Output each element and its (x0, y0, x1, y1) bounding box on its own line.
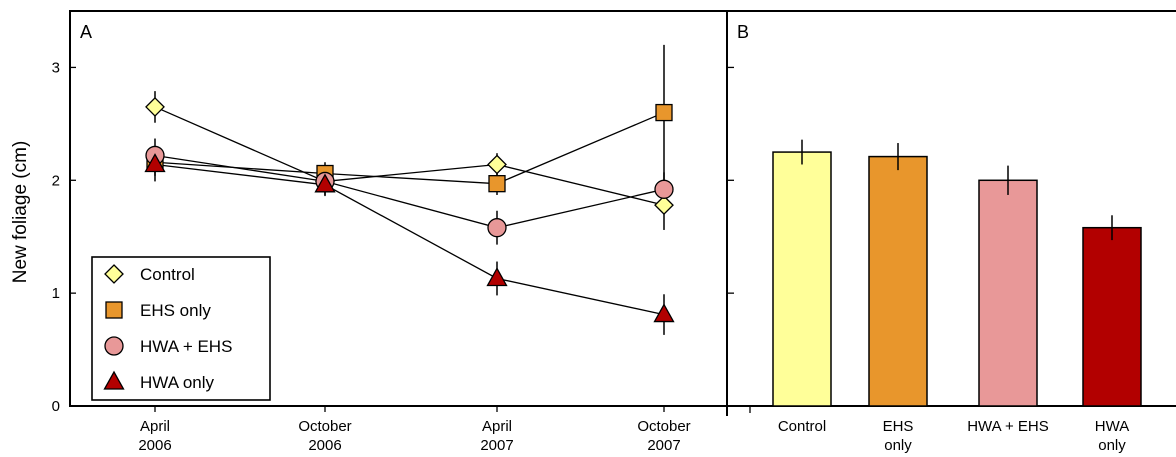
data-point (486, 267, 508, 287)
legend-marker (103, 370, 125, 390)
data-point (487, 218, 507, 238)
panel-a-letter: A (80, 22, 92, 42)
x-tick-label: HWA + EHS (967, 418, 1049, 435)
series-line (154, 163, 665, 316)
bar (978, 179, 1038, 407)
legend-label: Control (140, 265, 195, 284)
x-tick-label: HWA only (1095, 418, 1129, 454)
x-tick-label: October 2007 (637, 418, 690, 454)
panel-b-axes: Control EHS only HWA + EHS HWA only (727, 66, 1129, 454)
data-point (654, 195, 674, 216)
data-point (654, 179, 674, 199)
x-tick-label: EHS only (883, 418, 914, 454)
data-point (653, 303, 675, 323)
series-line (154, 106, 665, 206)
legend-marker (104, 264, 124, 284)
panel-b: B Control EHS only HWA + EHS HWA only (726, 10, 1176, 454)
legend: Control EHS only HWA + EHS HWA only (91, 256, 271, 401)
legend-box (91, 256, 271, 401)
panel-a-series (144, 44, 675, 335)
legend-items: Control EHS only HWA + EHS HWA only (103, 264, 232, 392)
data-point (655, 103, 673, 122)
y-axis-label: New foliage (cm) (10, 141, 31, 284)
y-tick-label: 3 (52, 59, 60, 76)
legend-label: EHS only (140, 301, 211, 320)
data-point (488, 175, 506, 193)
x-tick-label: October 2006 (298, 418, 351, 454)
series-lines (154, 106, 665, 316)
y-tick-label: 1 (52, 285, 60, 302)
x-tick-label: Control (778, 418, 826, 435)
legend-label: HWA only (140, 373, 215, 392)
legend-marker (104, 336, 124, 356)
panel-a: A 0 1 2 3 April 2006 October 2006 April 2007 Octob… (52, 10, 728, 454)
data-point (487, 154, 507, 175)
panel-b-letter: B (737, 22, 749, 42)
legend-marker (105, 301, 123, 319)
bar (868, 155, 928, 407)
bar (772, 151, 832, 407)
x-tick-label: April 2006 (138, 418, 171, 454)
bar (1082, 226, 1142, 407)
x-tick-label: April 2007 (480, 418, 513, 454)
series-line (154, 154, 665, 229)
data-point (145, 97, 165, 117)
y-tick-label: 0 (52, 398, 60, 415)
data-point (314, 173, 336, 193)
panel-b-bars (772, 139, 1142, 407)
series-markers (144, 97, 675, 323)
legend-label: HWA + EHS (140, 337, 232, 356)
data-point (144, 153, 166, 173)
y-tick-label: 2 (52, 172, 60, 189)
panel-a-axes: 0 1 2 3 April 2006 October 2006 April 2007 October… (52, 59, 691, 454)
